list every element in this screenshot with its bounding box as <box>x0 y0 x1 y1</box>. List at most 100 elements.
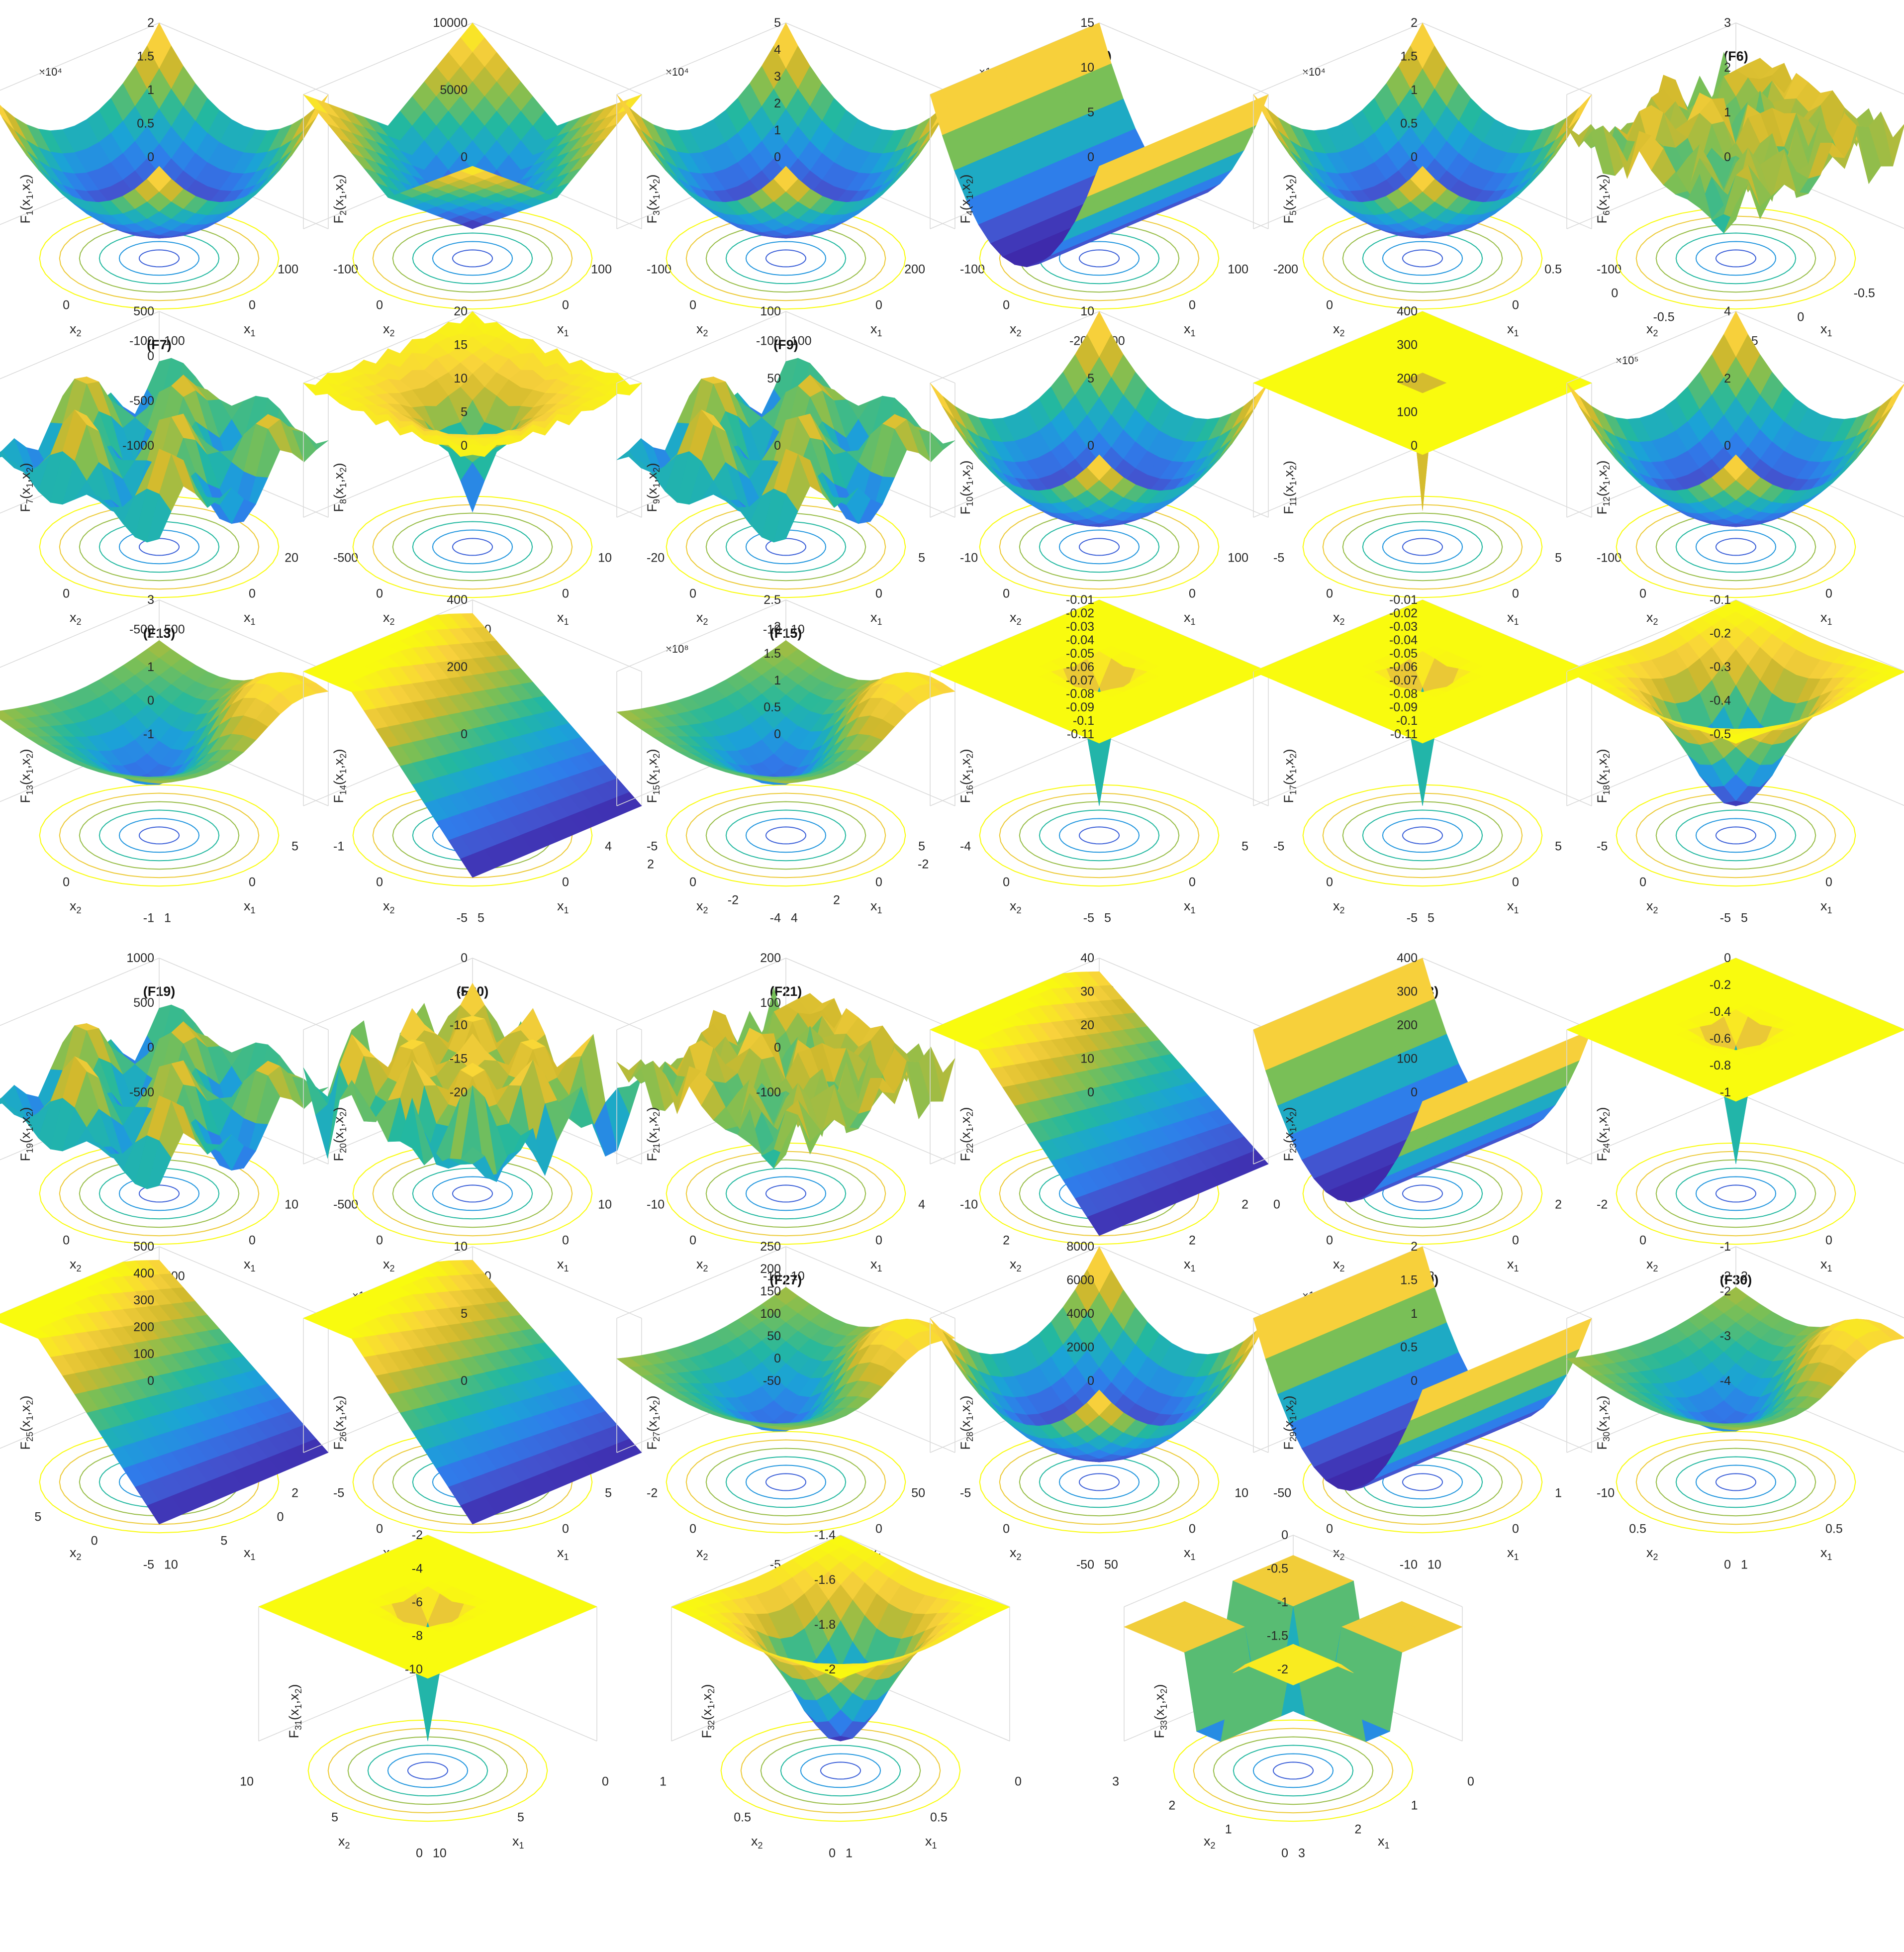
y-tick-label: 0 <box>63 1233 70 1247</box>
x-tick-label: 0 <box>249 586 256 600</box>
contour-line <box>392 1159 553 1228</box>
surface-plot: -1000-5000500-5000500-5000500x1x2F7(x1,x… <box>0 304 358 636</box>
surface-plot-panel: (F5)×10⁴00.511.52-1000100-1000100x1x2F5(… <box>1228 16 1621 348</box>
surface-plot-panel: (F3)×10⁴012345-1000100-1000100x1x2F3(x1,… <box>591 16 985 348</box>
z-tick-label: -0.05 <box>1389 647 1418 661</box>
contour-line <box>1635 792 1836 878</box>
contour-line <box>1695 818 1777 853</box>
z-tick-label: 50 <box>767 372 781 386</box>
surface-patch <box>1087 454 1112 481</box>
x-tick-label: 10 <box>791 1269 805 1283</box>
z-tick-label: 0 <box>774 439 781 453</box>
z-tick-label: -0.1 <box>1396 714 1418 728</box>
contour-line <box>39 207 280 310</box>
surface-mesh <box>0 358 329 543</box>
axis-line <box>785 22 955 95</box>
contour-floor <box>1616 207 1856 310</box>
axis-line <box>616 599 786 672</box>
x-axis-label: x1 <box>1507 898 1519 915</box>
z-tick-label: 0.5 <box>1400 117 1418 131</box>
z-tick-label: -0.1 <box>1073 714 1094 728</box>
axis-line <box>1253 22 1423 95</box>
x-tick-label: 0 <box>562 586 569 600</box>
surface-patch <box>460 444 485 457</box>
y-tick-label: 5 <box>918 551 925 565</box>
axis-line <box>159 22 329 95</box>
contour-line <box>452 538 493 556</box>
z-tick-label: 0 <box>774 727 781 741</box>
axes-box <box>616 958 955 1165</box>
surface-mesh <box>0 22 329 239</box>
contour-line <box>1039 521 1160 573</box>
y-axis-label: x2 <box>1010 898 1022 915</box>
y-tick-label: -0.5 <box>1653 310 1675 324</box>
y-tick-label: 100 <box>1228 551 1248 565</box>
contour-floor <box>666 207 906 310</box>
contour-line <box>372 1151 573 1237</box>
contour-line <box>725 521 847 573</box>
contour-line <box>352 207 593 310</box>
x-tick-label: 100 <box>791 334 812 348</box>
z-tick-label: 0 <box>1087 439 1094 453</box>
contour-line <box>39 784 280 887</box>
contour-line <box>1402 538 1443 556</box>
x-tick-label: -10 <box>647 1197 665 1211</box>
z-tick-label: 0 <box>147 694 154 708</box>
y-tick-label: 0 <box>689 298 696 312</box>
z-tick-label: 200 <box>447 660 468 674</box>
axis-line <box>1735 599 1904 672</box>
surface-plot: -0.5-0.4-0.3-0.2-0.1-505-505x1x2F18(x1,x… <box>1555 593 1904 925</box>
surface-mesh <box>1566 311 1904 527</box>
axis-line <box>1099 958 1269 1030</box>
axis-line <box>1566 22 1736 95</box>
contour-line <box>98 521 220 573</box>
z-tick-label: 0 <box>461 951 468 965</box>
y-tick-label: 0 <box>1003 298 1010 312</box>
axis-line <box>1099 311 1269 384</box>
z-tick-label: 0 <box>774 1041 781 1055</box>
contour-line <box>1715 826 1757 845</box>
contour-floor <box>1302 207 1543 310</box>
y-axis-label: x2 <box>696 898 708 915</box>
y-tick-label: 0 <box>1639 875 1646 889</box>
contour-line <box>98 232 220 285</box>
surface-patch <box>147 781 172 784</box>
axis-line <box>303 22 473 95</box>
z-tick-label: 0 <box>1411 150 1418 164</box>
y-tick-label: 0 <box>376 875 383 889</box>
surface-patch <box>773 166 798 192</box>
axis-line <box>785 958 955 1030</box>
surface-plot-panel: (F4)×10¹⁰051015-2000200-2000200x1x2F4(x1… <box>904 16 1298 348</box>
contour-line <box>725 232 847 285</box>
surface-plot-panel: (F7)-1000-5000500-5000500-5000500x1x2F7(… <box>0 304 358 637</box>
y-tick-label: -100 <box>129 334 154 348</box>
y-tick-label: -5 <box>1083 911 1094 925</box>
z-axis-label: F2(x1,x2) <box>331 174 348 223</box>
y-axis-label: x2 <box>1333 898 1345 915</box>
x-tick-label: 5 <box>1428 911 1434 925</box>
surface-mesh <box>303 613 642 878</box>
z-tick-label: 3 <box>147 593 154 607</box>
axis-line <box>930 311 1100 384</box>
contour-line <box>705 512 866 582</box>
contour-line <box>1362 521 1483 573</box>
axis-line <box>472 599 642 672</box>
contour-floor <box>666 495 906 598</box>
x-tick-label: -200 <box>1273 262 1298 276</box>
axis-line <box>1735 311 1904 383</box>
z-tick-label: -0.04 <box>1389 633 1418 647</box>
contour-line <box>59 1151 260 1237</box>
surface-plot: 010203040024024x1x2F22(x1,x2) <box>918 951 1280 1283</box>
z-tick-label: 4 <box>1724 304 1731 318</box>
y-tick-label: 0 <box>689 875 696 889</box>
z-tick-label: -0.03 <box>1389 620 1418 634</box>
y-tick-label: -5 <box>1407 911 1418 925</box>
z-tick-label: 300 <box>1397 338 1418 352</box>
x-tick-label: 10 <box>791 622 805 636</box>
